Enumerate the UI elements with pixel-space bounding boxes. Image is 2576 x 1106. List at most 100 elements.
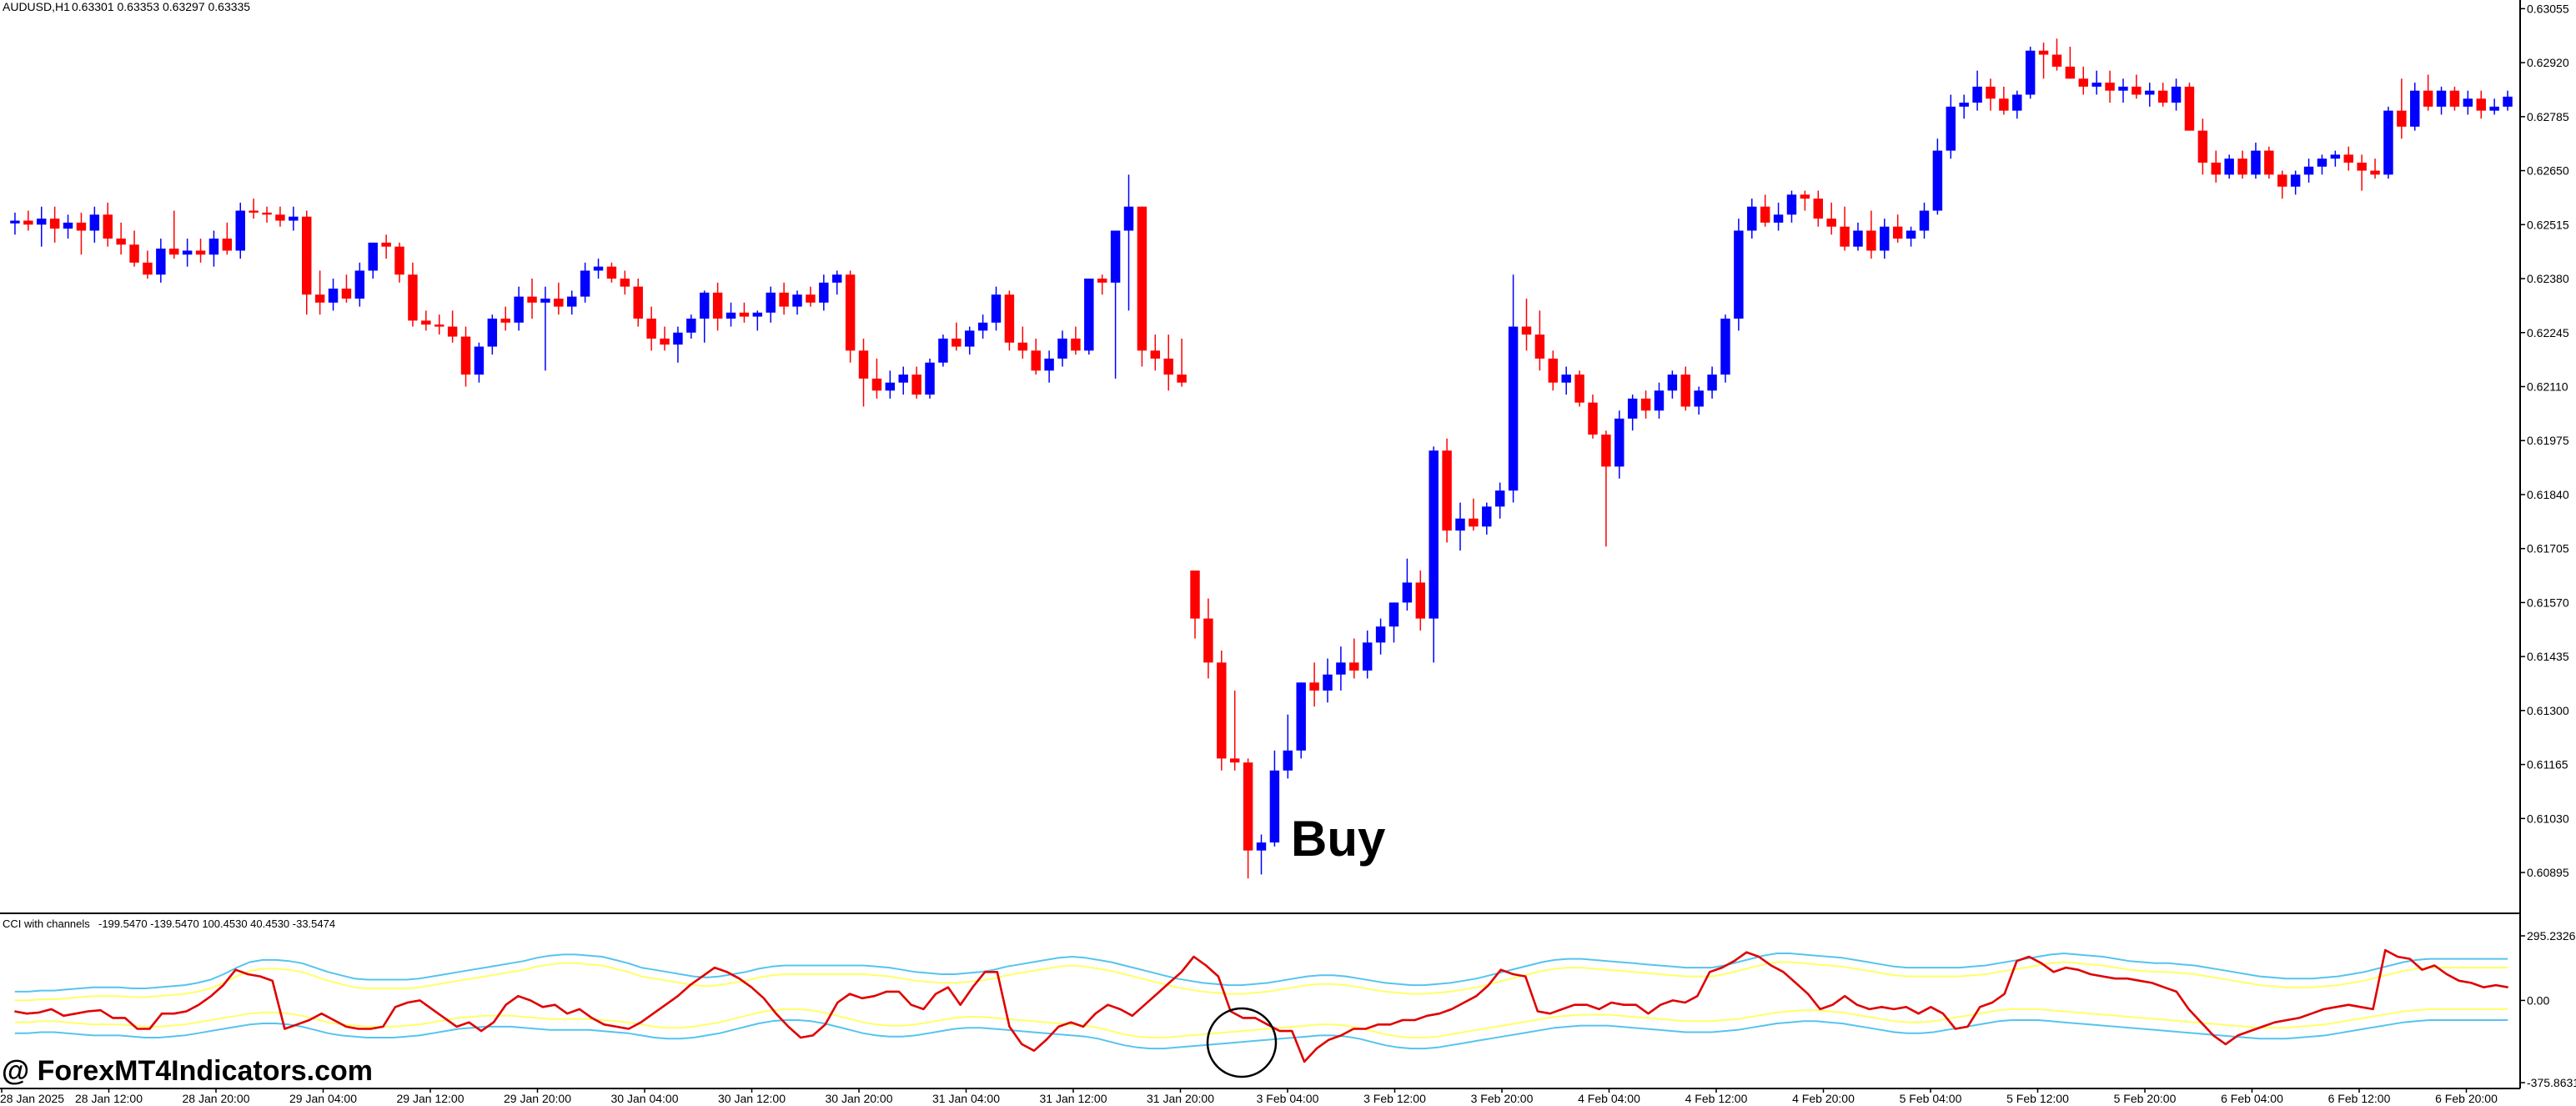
candle-body	[249, 210, 259, 213]
price-tick-label: 0.62110	[2527, 380, 2568, 393]
candle-body	[1906, 230, 1916, 239]
candle-body	[1309, 682, 1319, 691]
cci-tick-label: -375.8631	[2527, 1076, 2576, 1089]
candle-body	[1734, 230, 1744, 319]
candle-body	[1999, 98, 2009, 111]
candle-body	[129, 244, 139, 263]
candle-body	[2463, 98, 2473, 107]
candle-body	[2277, 174, 2287, 187]
candle-body	[2330, 154, 2341, 159]
candle-body	[673, 332, 683, 345]
candle-body	[1243, 762, 1253, 851]
candle-body	[2410, 90, 2420, 127]
time-tick-label: 31 Jan 20:00	[1147, 1092, 1214, 1105]
price-tick-label: 0.61165	[2527, 758, 2568, 772]
candle-body	[2303, 166, 2314, 175]
candle-body	[1442, 450, 1452, 531]
candle-body	[885, 382, 896, 391]
candle-body	[766, 292, 776, 313]
time-tick-label: 29 Jan 12:00	[397, 1092, 464, 1105]
candle-body	[275, 214, 285, 221]
time-tick-label: 5 Feb 04:00	[1900, 1092, 1962, 1105]
candle-body	[699, 292, 710, 319]
candle-body	[302, 216, 312, 295]
time-tick-label: 4 Feb 04:00	[1578, 1092, 1640, 1105]
candle-body	[2051, 54, 2062, 67]
candle-body	[169, 249, 179, 255]
time-tick-label: 29 Jan 04:00	[289, 1092, 357, 1105]
indicator-name: CCI with channels	[3, 917, 90, 930]
watermark: @ ForexMT4Indicators.com	[2, 1055, 373, 1087]
price-tick-label: 0.60895	[2527, 866, 2569, 879]
candle-body	[2357, 162, 2367, 171]
candle-body	[2224, 158, 2234, 175]
candle-body	[1362, 642, 1373, 671]
candle-body	[977, 322, 988, 331]
candle-body	[633, 286, 643, 319]
candle-body	[712, 292, 723, 319]
candle-body	[1097, 279, 1107, 283]
candle-body	[1137, 206, 1147, 351]
candle-body	[925, 362, 935, 395]
price-tick-label: 0.62650	[2527, 164, 2569, 178]
candle-body	[938, 338, 948, 363]
candle-body	[726, 312, 736, 319]
candle-body	[1654, 390, 1665, 411]
price-tick-label: 0.61300	[2527, 704, 2569, 717]
candle-body	[1256, 842, 1267, 851]
candle-body	[1959, 103, 1969, 107]
time-tick-label: 28 Jan 20:00	[183, 1092, 250, 1105]
candle-body	[1640, 398, 1651, 411]
time-tick-label: 3 Feb 04:00	[1257, 1092, 1319, 1105]
candle-body	[1840, 226, 1850, 247]
candle-body	[2132, 86, 2142, 95]
candle-body	[1892, 226, 1903, 239]
candle-body	[964, 330, 975, 347]
candle-body	[76, 222, 87, 231]
candle-body	[434, 324, 444, 327]
candle-body	[354, 270, 365, 299]
candle-body	[991, 294, 1002, 323]
candle-body	[1323, 674, 1333, 691]
price-tick-label: 0.61570	[2527, 596, 2569, 609]
candle-body	[1071, 338, 1081, 351]
price-tick-label: 0.62785	[2527, 110, 2569, 123]
candle-body	[328, 289, 339, 303]
candle-body	[474, 346, 485, 375]
candle-body	[421, 320, 431, 325]
candle-body	[779, 292, 789, 307]
candle-body	[2397, 110, 2407, 127]
candle-body	[2038, 50, 2049, 55]
candle-body	[289, 216, 299, 221]
candle-body	[1627, 398, 1638, 419]
candle-body	[1800, 194, 1810, 199]
candle-body	[1694, 390, 1704, 407]
candle-body	[2476, 98, 2486, 111]
candle-body	[1017, 342, 1028, 351]
time-tick-label: 6 Feb 12:00	[2328, 1092, 2391, 1105]
price-tick-label: 0.62515	[2527, 218, 2569, 231]
candle-body	[1720, 318, 1730, 375]
candle-body	[2251, 150, 2261, 175]
candle-body	[792, 294, 802, 307]
candle-body	[23, 220, 33, 225]
candle-body	[394, 246, 404, 275]
candle-body	[1084, 279, 1094, 351]
candle-body	[2157, 90, 2168, 103]
candle-body	[408, 274, 418, 321]
candle-body	[898, 375, 908, 383]
cci-tick-label: 0.00	[2527, 993, 2549, 1007]
candle-body	[1932, 150, 1943, 211]
candle-body	[1946, 106, 1956, 151]
candle-body	[1680, 375, 1691, 407]
candle-body	[2290, 174, 2301, 187]
time-tick-label: 30 Jan 20:00	[826, 1092, 893, 1105]
candle-body	[208, 239, 219, 255]
candle-body	[2436, 90, 2447, 107]
candle-body	[858, 350, 869, 379]
price-tick-label: 0.61705	[2527, 542, 2569, 556]
candle-body	[2317, 158, 2327, 167]
candle-body	[10, 220, 20, 224]
price-tick-label: 0.62920	[2527, 56, 2569, 69]
